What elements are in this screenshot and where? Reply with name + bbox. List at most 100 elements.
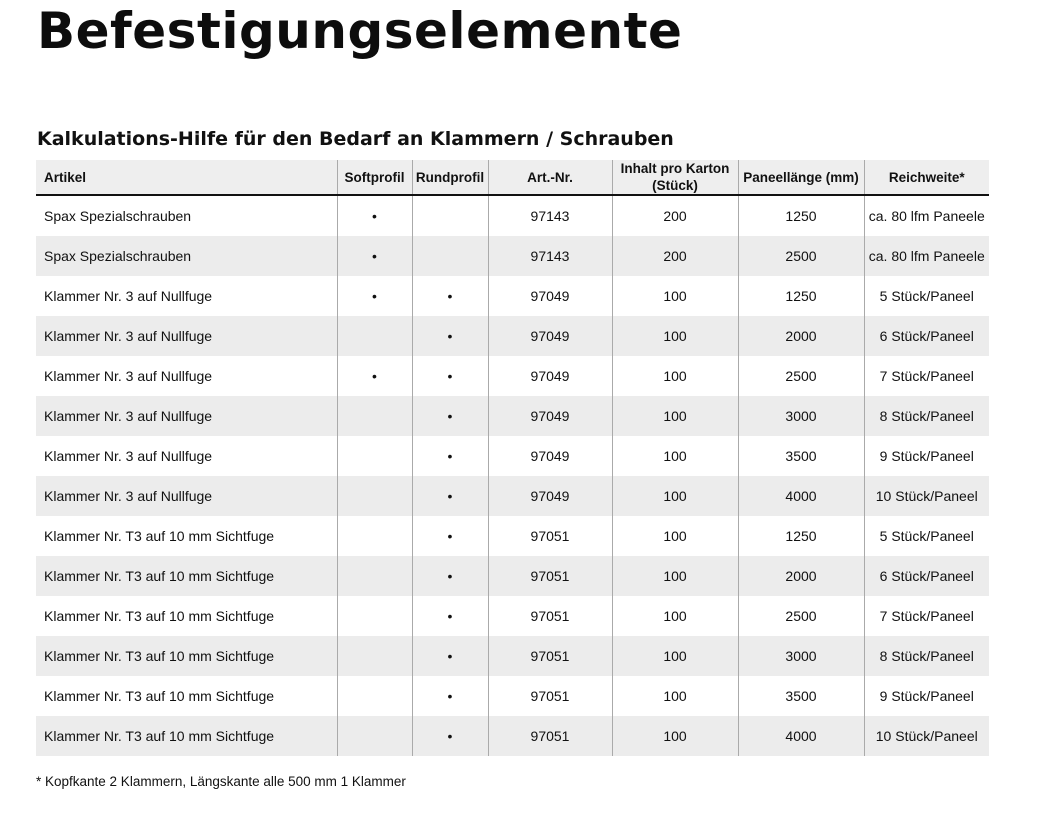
- header-reichweite: Reichweite*: [864, 160, 989, 196]
- cell-rundprofil: •: [412, 716, 489, 756]
- cell-artikel: Spax Spezialschrauben: [36, 195, 338, 236]
- cell-paneellaenge: 2000: [738, 316, 865, 356]
- table-row: Klammer Nr. 3 auf Nullfuge • 97049 100 3000 8…: [36, 396, 989, 436]
- cell-artikel: Klammer Nr. 3 auf Nullfuge: [36, 436, 338, 476]
- cell-artnr: 97051: [488, 516, 613, 556]
- cell-paneellaenge: 2500: [738, 356, 865, 396]
- cell-artnr: 97049: [488, 316, 613, 356]
- fastener-table: Artikel Softprofil Rundprofil Art.-Nr. I…: [36, 160, 989, 756]
- cell-softprofil: [337, 556, 413, 596]
- cell-softprofil: [337, 436, 413, 476]
- cell-artnr: 97051: [488, 716, 613, 756]
- cell-rundprofil: [412, 236, 489, 276]
- cell-softprofil: [337, 596, 413, 636]
- table-header-row: Artikel Softprofil Rundprofil Art.-Nr. I…: [36, 160, 989, 196]
- table-row: Klammer Nr. 3 auf Nullfuge • 97049 100 2000 6…: [36, 316, 989, 356]
- cell-paneellaenge: 4000: [738, 716, 865, 756]
- cell-paneellaenge: 4000: [738, 476, 865, 516]
- cell-reichweite: 6 Stück/Paneel: [864, 316, 989, 356]
- cell-artikel: Klammer Nr. 3 auf Nullfuge: [36, 476, 338, 516]
- cell-rundprofil: •: [412, 556, 489, 596]
- cell-inhalt: 100: [612, 596, 739, 636]
- cell-paneellaenge: 2000: [738, 556, 865, 596]
- cell-artnr: 97143: [488, 236, 613, 276]
- cell-artikel: Klammer Nr. 3 auf Nullfuge: [36, 276, 338, 316]
- table-row: Klammer Nr. T3 auf 10 mm Sichtfuge • 97051…: [36, 556, 989, 596]
- cell-inhalt: 100: [612, 276, 739, 316]
- table-row: Klammer Nr. 3 auf Nullfuge • 97049 100 4000 1…: [36, 476, 989, 516]
- table-row: Spax Spezialschrauben • 97143 200 2500 ca. 80…: [36, 236, 989, 276]
- cell-reichweite: 8 Stück/Paneel: [864, 396, 989, 436]
- cell-softprofil: [337, 676, 413, 716]
- cell-artnr: 97049: [488, 396, 613, 436]
- cell-artikel: Klammer Nr. 3 auf Nullfuge: [36, 356, 338, 396]
- page-title: Befestigungselemente: [37, 2, 683, 60]
- table-row: Klammer Nr. T3 auf 10 mm Sichtfuge • 97051…: [36, 676, 989, 716]
- cell-inhalt: 200: [612, 236, 739, 276]
- cell-artikel: Klammer Nr. T3 auf 10 mm Sichtfuge: [36, 716, 338, 756]
- table-caption: Kalkulations-Hilfe für den Bedarf an Kla…: [37, 128, 674, 150]
- cell-paneellaenge: 1250: [738, 516, 865, 556]
- cell-rundprofil: •: [412, 436, 489, 476]
- cell-reichweite: ca. 80 lfm Paneele: [864, 236, 989, 276]
- cell-artikel: Spax Spezialschrauben: [36, 236, 338, 276]
- cell-rundprofil: •: [412, 516, 489, 556]
- cell-reichweite: 9 Stück/Paneel: [879, 448, 974, 464]
- cell-artnr: 97051: [488, 556, 613, 596]
- cell-paneellaenge: 3500: [738, 436, 865, 476]
- table-row: Klammer Nr. T3 auf 10 mm Sichtfuge • 97051…: [36, 596, 989, 636]
- cell-inhalt: 100: [612, 556, 739, 596]
- table-row: Klammer Nr. T3 auf 10 mm Sichtfuge • 97051…: [36, 636, 989, 676]
- cell-reichweite: 7 Stück/Paneel: [879, 368, 974, 384]
- cell-artikel: Klammer Nr. T3 auf 10 mm Sichtfuge: [36, 596, 338, 636]
- header-softprofil: Softprofil: [337, 160, 413, 196]
- cell-inhalt: 100: [612, 636, 739, 676]
- cell-reichweite: 10 Stück/Paneel: [864, 716, 989, 756]
- header-artnr: Art.-Nr.: [488, 160, 613, 196]
- cell-softprofil: [337, 636, 413, 676]
- cell-rundprofil: •: [412, 596, 489, 636]
- cell-reichweite: 8 Stück/Paneel: [864, 636, 989, 676]
- cell-artnr: 97049: [488, 356, 613, 396]
- cell-softprofil: •: [337, 276, 413, 316]
- cell-rundprofil: •: [412, 636, 489, 676]
- cell-artnr: 97051: [488, 676, 613, 716]
- cell-rundprofil: •: [412, 356, 489, 396]
- cell-inhalt: 100: [612, 716, 739, 756]
- cell-rundprofil: •: [412, 396, 489, 436]
- cell-artnr: 97049: [488, 276, 613, 316]
- cell-inhalt: 100: [612, 436, 739, 476]
- table-row: Klammer Nr. T3 auf 10 mm Sichtfuge • 97051…: [36, 716, 989, 756]
- cell-artikel: Klammer Nr. T3 auf 10 mm Sichtfuge: [36, 636, 338, 676]
- cell-reichweite: 7 Stück/Paneel: [879, 608, 974, 624]
- cell-reichweite: 10 Stück/Paneel: [864, 476, 989, 516]
- cell-inhalt: 100: [612, 396, 739, 436]
- cell-artnr: 97051: [488, 636, 613, 676]
- cell-rundprofil: [412, 195, 489, 236]
- table-row: Spax Spezialschrauben • 97143 200 1250 ca. 80…: [36, 195, 989, 236]
- cell-rundprofil: •: [412, 476, 489, 516]
- cell-inhalt: 100: [612, 476, 739, 516]
- table-row: Klammer Nr. T3 auf 10 mm Sichtfuge • 97051…: [36, 516, 989, 556]
- cell-rundprofil: •: [412, 276, 489, 316]
- cell-paneellaenge: 3000: [738, 636, 865, 676]
- table-row: Klammer Nr. 3 auf Nullfuge • 97049 100 3500 9…: [36, 436, 989, 476]
- cell-inhalt: 100: [612, 516, 739, 556]
- cell-paneellaenge: 2500: [738, 236, 865, 276]
- table-row: Klammer Nr. 3 auf Nullfuge • • 97049 100 2500…: [36, 356, 989, 396]
- header-paneellaenge: Paneellänge (mm): [738, 160, 865, 196]
- cell-inhalt: 100: [612, 316, 739, 356]
- cell-artnr: 97049: [488, 436, 613, 476]
- footnote: * Kopfkante 2 Klammern, Längskante alle …: [36, 774, 406, 789]
- cell-reichweite: 5 Stück/Paneel: [879, 528, 974, 544]
- header-rundprofil: Rundprofil: [412, 160, 489, 196]
- cell-inhalt: 200: [612, 195, 739, 236]
- cell-softprofil: [337, 396, 413, 436]
- cell-inhalt: 100: [612, 676, 739, 716]
- table-body: Spax Spezialschrauben • 97143 200 1250 ca. 80…: [36, 195, 989, 756]
- cell-softprofil: [337, 716, 413, 756]
- cell-reichweite: 6 Stück/Paneel: [864, 556, 989, 596]
- header-artikel: Artikel: [36, 160, 338, 196]
- cell-softprofil: •: [337, 195, 413, 236]
- cell-artikel: Klammer Nr. T3 auf 10 mm Sichtfuge: [36, 516, 338, 556]
